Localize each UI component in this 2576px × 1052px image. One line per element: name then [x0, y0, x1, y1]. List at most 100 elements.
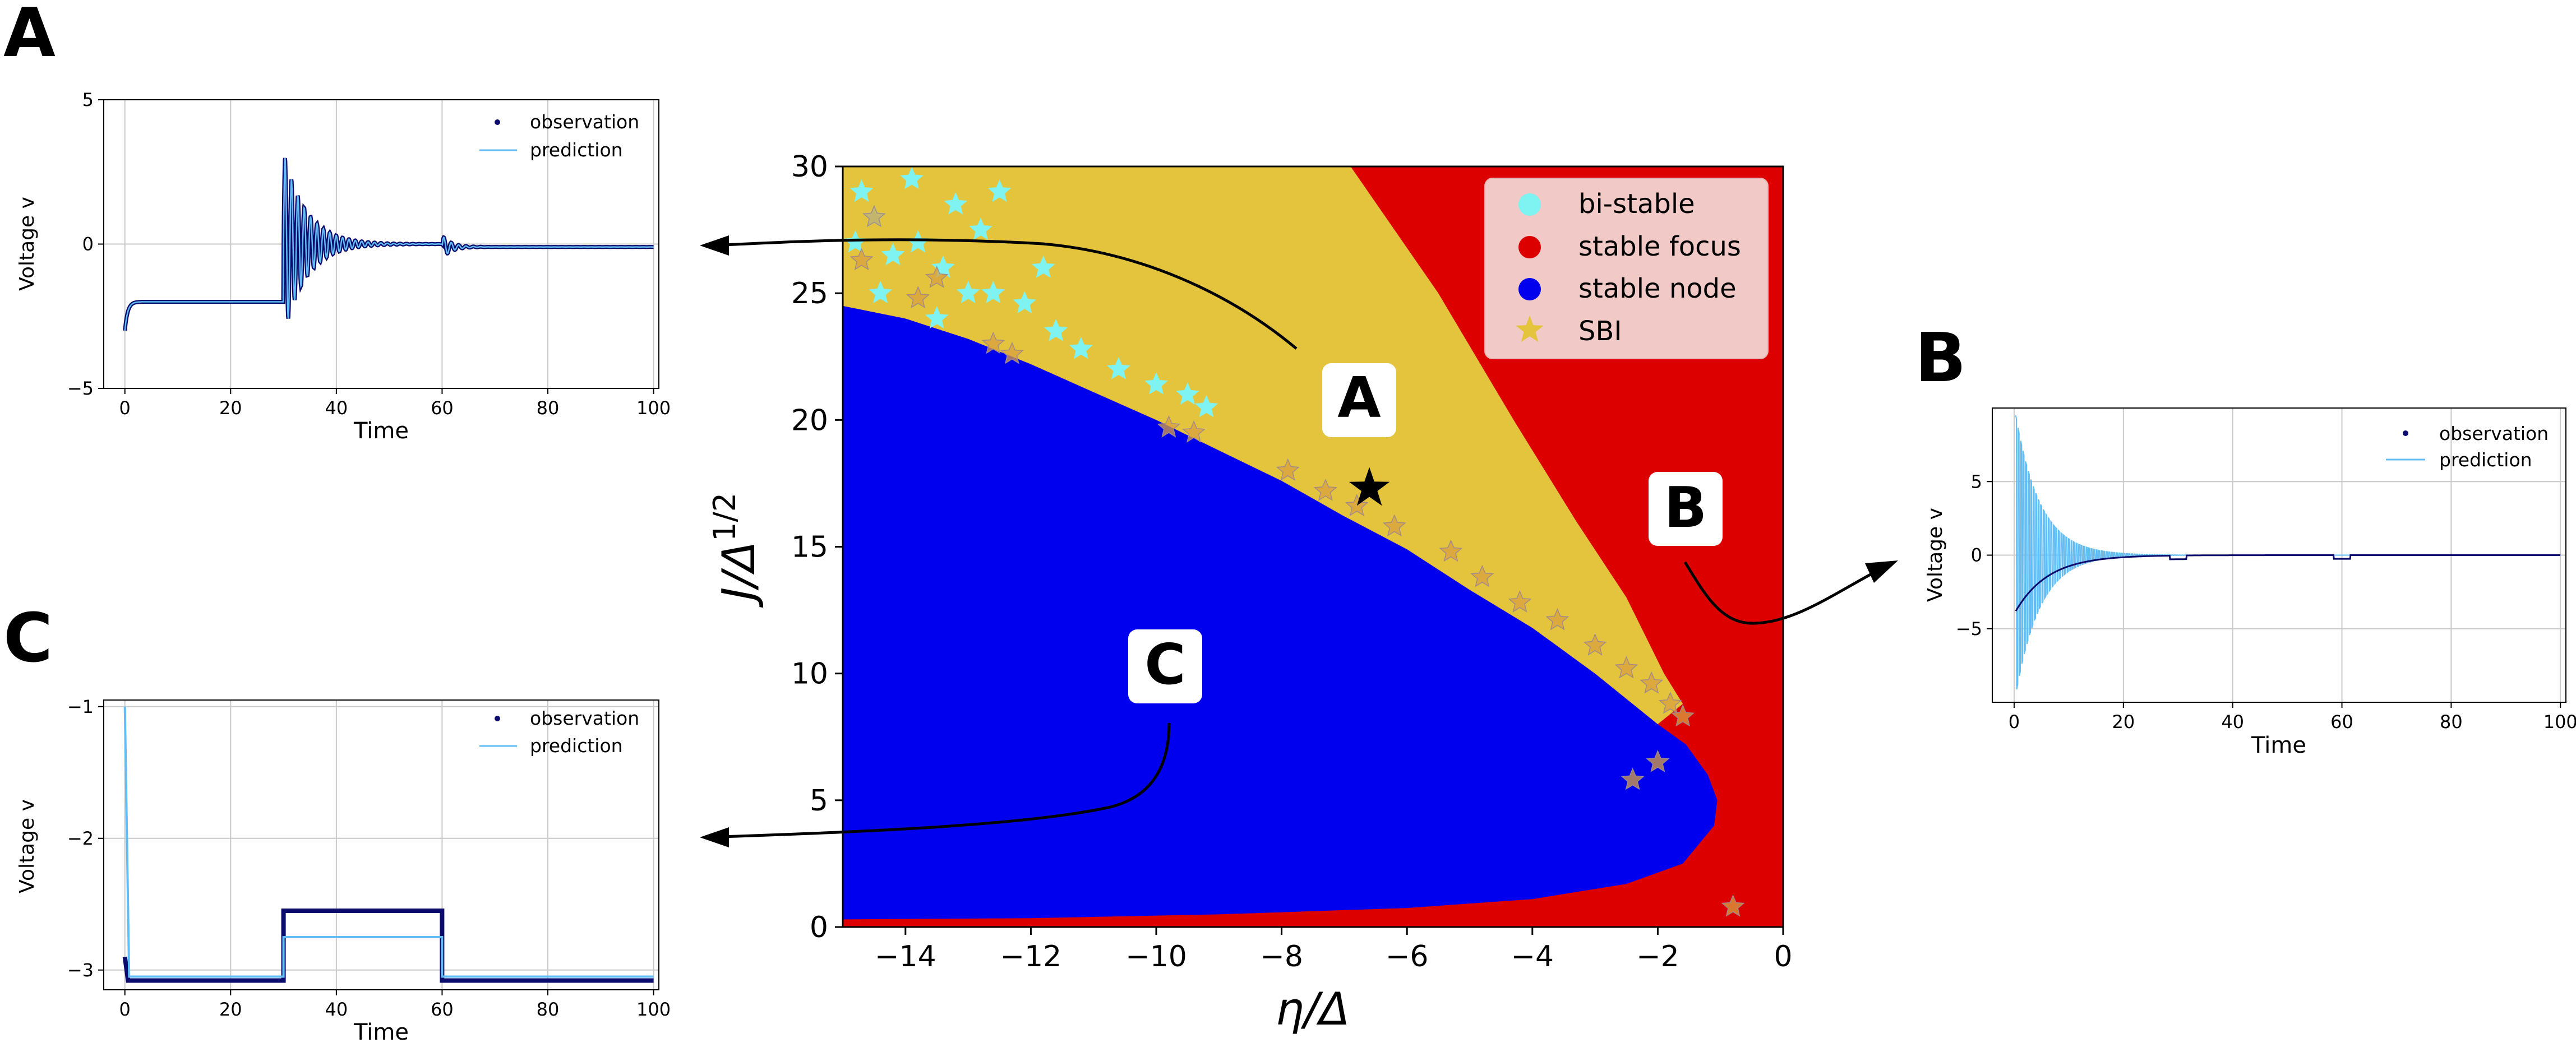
x-tick-label: 60 — [2330, 711, 2353, 733]
sbi-point — [906, 286, 930, 308]
phase-y-tick-label: 20 — [791, 404, 828, 437]
sbi-point — [1000, 341, 1024, 364]
sbi-point — [1583, 633, 1607, 656]
sbi-point — [1658, 691, 1682, 714]
phase-legend-box — [1484, 178, 1769, 359]
phase-y-tick-label: 15 — [791, 531, 828, 564]
x-tick-label: 80 — [537, 397, 560, 419]
sbi-point — [1721, 894, 1745, 917]
panel-B-legend: observation prediction — [2386, 423, 2549, 471]
y-tick-label: −1 — [67, 696, 94, 717]
x-tick-label: 80 — [2440, 711, 2463, 733]
arrow-head-A — [700, 235, 729, 256]
bistable-point — [1144, 372, 1168, 395]
sbi-point — [1621, 767, 1645, 790]
phase-x-tick-label: 0 — [1774, 940, 1792, 974]
bistable-point — [956, 281, 980, 303]
panel-C-prediction-line — [123, 706, 654, 978]
sbi-point — [1382, 514, 1406, 537]
sbi-point — [1439, 539, 1463, 562]
phase-x-tick-label: −10 — [1125, 940, 1187, 974]
phase-legend: bi-stable stable focus stable node SBI — [1484, 178, 1769, 359]
legend-marker-bistable — [1518, 193, 1541, 216]
sbi-point — [1182, 420, 1206, 443]
legend-label-stable-focus: stable focus — [1578, 231, 1741, 262]
x-tick-label: 100 — [636, 397, 671, 419]
sbi-point — [1640, 671, 1664, 694]
legend-label-sbi: SBI — [1578, 316, 1622, 347]
callout-A-label: A — [1337, 365, 1381, 430]
callout-B-box — [1649, 472, 1723, 546]
phase-y-tick-label: 25 — [791, 277, 828, 310]
bistable-point — [925, 306, 949, 329]
legend-marker-stable-focus — [1518, 236, 1541, 258]
arrow-to-panel-A — [723, 238, 1298, 350]
bistable-point — [987, 179, 1012, 202]
callout-C-box — [1128, 629, 1202, 703]
panel-B-x-label: Time — [2251, 733, 2306, 758]
legend-label-stable-node: stable node — [1578, 273, 1737, 304]
panel-B-y-label: Voltage v — [1924, 508, 1947, 602]
bistable-point — [1044, 319, 1068, 341]
sbi-point — [1508, 590, 1532, 613]
arrow-to-panel-B — [1683, 561, 1877, 625]
panel-B-observation-line — [2015, 554, 2561, 612]
arrow-head-B — [1865, 560, 1898, 583]
phase-diagram-chart: −14 −12 −10 −8 −6 −4 −2 0 0 5 10 15 20 25 30 η/Δ J/Δ1/… — [700, 150, 1898, 1035]
sbi-point — [1313, 479, 1337, 501]
callout-C: C — [1128, 629, 1202, 703]
bistable-point — [1031, 255, 1055, 278]
phase-y-tick-label: 10 — [791, 657, 828, 691]
bistable-point — [906, 230, 930, 253]
phase-y-tick-label: 30 — [791, 150, 828, 184]
phase-y-tick-label: 5 — [810, 784, 828, 818]
bistable-point — [969, 217, 992, 240]
x-tick-label: 40 — [325, 999, 348, 1020]
callout-A: A — [1322, 363, 1396, 437]
y-tick-label: −5 — [1956, 618, 1982, 639]
x-tick-label: 100 — [636, 999, 671, 1020]
panel-B-legend-observation: observation — [2439, 423, 2549, 444]
sbi-point — [1545, 608, 1569, 631]
y-tick-label: −3 — [67, 960, 94, 981]
panel-A-chart: 0 20 40 60 80 100 −5 0 5 Time Voltage v observat… — [16, 89, 671, 444]
x-tick-label: 20 — [2112, 711, 2135, 733]
phase-y-tick-label: 0 — [810, 911, 828, 944]
sbi-point — [1470, 564, 1494, 587]
x-tick-label: 0 — [2009, 711, 2020, 733]
x-tick-label: 60 — [431, 397, 454, 419]
y-tick-label: −2 — [67, 828, 94, 849]
panel-letter-B: B — [1915, 319, 1966, 397]
panel-A-legend-prediction: prediction — [530, 139, 623, 161]
bistable-point — [1107, 356, 1130, 379]
panel-C-chart: 0 20 40 60 80 100 −3 −2 −1 Time Voltage v observ… — [16, 696, 671, 1045]
phase-y-label: J/Δ1/2 — [707, 493, 765, 608]
sbi-point — [1157, 415, 1181, 438]
legend-label-bistable: bi-stable — [1578, 188, 1695, 220]
bistable-point — [981, 281, 1005, 303]
x-tick-label: 40 — [325, 397, 348, 419]
y-tick-label: 5 — [1971, 471, 1982, 492]
y-tick-label: 0 — [82, 234, 94, 255]
phase-x-tick-label: −8 — [1260, 940, 1303, 974]
bistable-point — [944, 192, 968, 215]
y-tick-label: −5 — [67, 378, 94, 399]
sbi-point — [1345, 494, 1369, 516]
x-tick-label: 40 — [2221, 711, 2244, 733]
sbi-point — [1276, 458, 1300, 481]
x-tick-label: 80 — [537, 999, 560, 1020]
panel-C-plot-area — [104, 700, 659, 990]
legend-marker-sbi — [1516, 316, 1544, 342]
phase-x-tick-label: −12 — [1000, 940, 1062, 974]
sbi-point — [1671, 704, 1695, 727]
sbi-point — [862, 205, 886, 228]
panel-C-x-label: Time — [353, 1019, 409, 1045]
bistable-point — [900, 166, 924, 189]
panel-A-legend-observation: observation — [530, 111, 639, 133]
sbi-point — [925, 266, 949, 288]
callout-B-label: B — [1664, 475, 1707, 540]
bistable-point — [1013, 291, 1037, 314]
panel-C-legend-observation: observation — [530, 707, 639, 729]
arrow-to-panel-C — [723, 722, 1171, 838]
panel-C-legend-prediction: prediction — [530, 735, 623, 757]
